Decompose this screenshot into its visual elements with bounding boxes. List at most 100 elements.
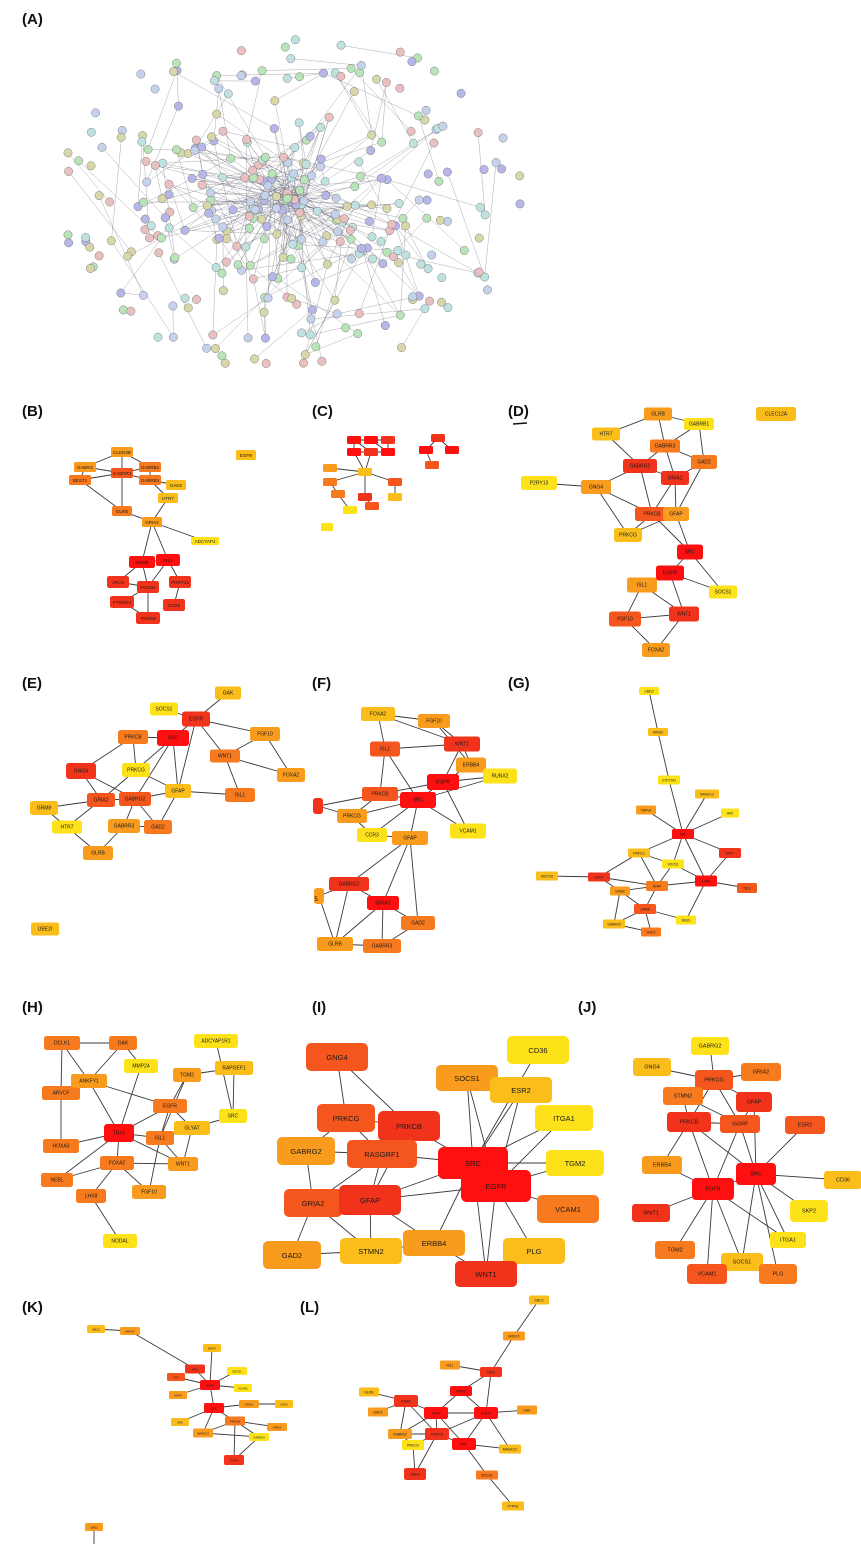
network-edge	[712, 1188, 743, 1263]
gene-node: MMP24	[124, 1059, 158, 1073]
gene-node	[313, 798, 323, 814]
gene-node: SRC	[677, 544, 703, 560]
gene-node-label: TBX1	[192, 1367, 199, 1371]
gene-node-label: SKP2	[802, 1208, 816, 1214]
panel-a-node	[366, 146, 376, 156]
panel-a-edge	[212, 239, 218, 336]
gene-node	[388, 478, 402, 486]
gene-node-box	[358, 468, 372, 476]
panel-a-node	[86, 161, 96, 171]
panel-a-edge	[236, 218, 254, 247]
panel-a-edge	[304, 179, 392, 225]
network-edge	[682, 793, 708, 835]
gene-node-label: PTPN2	[508, 1504, 519, 1508]
gene-node-box	[394, 1395, 418, 1407]
panel-a-node	[243, 333, 253, 343]
gene-node-label: PRKCG	[704, 1077, 724, 1083]
gene-node-label: VCAM1	[459, 828, 476, 834]
gene-node-label: GFAP	[360, 1196, 380, 1205]
gene-node: FGF10	[250, 727, 280, 741]
gene-node-box	[42, 1086, 80, 1100]
gene-node-box	[623, 459, 657, 473]
gene-node-box	[339, 1185, 401, 1215]
panel-a-node	[180, 293, 190, 303]
gene-node-label: GAD2	[697, 459, 711, 465]
gene-node: SRC	[736, 1163, 776, 1185]
gene-node: PRKCG	[614, 528, 642, 542]
gene-node-label: GABRG2	[290, 1147, 321, 1156]
network-edge	[657, 731, 670, 781]
gene-node-box	[709, 585, 737, 599]
gene-node-label: EGFR	[436, 779, 450, 785]
gene-node: GNG4	[224, 1455, 244, 1465]
panel-a-node	[443, 303, 453, 313]
panel-a-edge	[176, 149, 194, 208]
panel-a-node	[395, 47, 405, 57]
network-edge	[755, 1173, 779, 1275]
panel-a-node	[116, 288, 126, 298]
panel-a-edge	[274, 128, 292, 197]
panel-a-edge	[298, 122, 304, 164]
gene-node-label: FGF10	[617, 616, 633, 622]
gene-node-label: GRIA2	[302, 1199, 325, 1208]
network-edge	[485, 1371, 492, 1414]
gene-node: GRIA2	[239, 1400, 259, 1408]
gene-node-label: GLRB	[116, 509, 128, 514]
panel-a-edge	[484, 162, 497, 278]
gene-node-box	[691, 455, 717, 469]
gene-node-box	[146, 1131, 174, 1145]
gene-node: ADCYAP1	[191, 537, 219, 545]
network-edge	[141, 521, 153, 563]
panel-a-edge	[202, 174, 251, 266]
panel-a-node	[123, 251, 133, 261]
gene-node-label: GRM8	[135, 560, 148, 565]
panel-a-node	[160, 213, 170, 223]
panel-a-node	[153, 332, 163, 342]
panel-a-node	[319, 68, 328, 78]
gene-node-label: GABRB1	[141, 465, 160, 470]
panel-a-node	[407, 57, 417, 67]
panel-a-node	[283, 215, 292, 225]
gene-node: GNG4	[66, 763, 96, 779]
panel-a-edge	[98, 195, 144, 296]
panel-a-node	[168, 332, 178, 342]
gene-node-box	[219, 1109, 247, 1123]
gene-node-label: GFAP	[747, 1099, 762, 1105]
gene-node-box	[427, 774, 459, 790]
panel-a-node	[299, 196, 309, 206]
gene-node-box	[171, 1418, 189, 1426]
gene-node-box	[695, 875, 717, 887]
gene-node-label: GAD2	[373, 1410, 382, 1414]
gene-node-box	[225, 788, 255, 802]
gene-node: SRC	[400, 792, 436, 808]
panel-a-edge	[354, 129, 437, 187]
gene-node-label: GAD2	[411, 920, 425, 926]
gene-node: PTGER3	[110, 596, 134, 608]
panel-a-edge	[322, 241, 401, 316]
gene-node-label: GRM8	[640, 907, 649, 911]
gene-node-box	[388, 478, 402, 486]
gene-node: GLRB	[644, 407, 672, 421]
gene-node-box	[636, 805, 656, 815]
gene-node-label: GAK	[523, 1408, 531, 1412]
gene-node-label: RUNX2	[492, 773, 509, 779]
gene-node: TGM2	[546, 1150, 604, 1176]
gene-node-box	[158, 493, 178, 503]
panel-a-node	[437, 297, 446, 307]
gene-node-label: SRC	[685, 549, 696, 555]
gene-node-label: PRKCB	[396, 1122, 422, 1131]
gene-node: GAD2	[641, 927, 661, 937]
gene-node-box	[314, 888, 324, 904]
gene-node-label: SOCS1	[733, 1259, 752, 1265]
gene-node-label: STMN2	[358, 1247, 383, 1256]
gene-node-label: SOCS1	[454, 1074, 479, 1083]
panel-a-node	[218, 222, 228, 232]
panel-a-node	[414, 195, 424, 205]
gene-node-box	[507, 1036, 569, 1064]
panel-a-edge	[191, 178, 283, 194]
panel-a-node	[323, 259, 332, 269]
panel-a-node	[137, 137, 147, 147]
gene-node-label: PLG	[772, 1271, 783, 1277]
gene-node: RASGRF1	[347, 1140, 417, 1168]
